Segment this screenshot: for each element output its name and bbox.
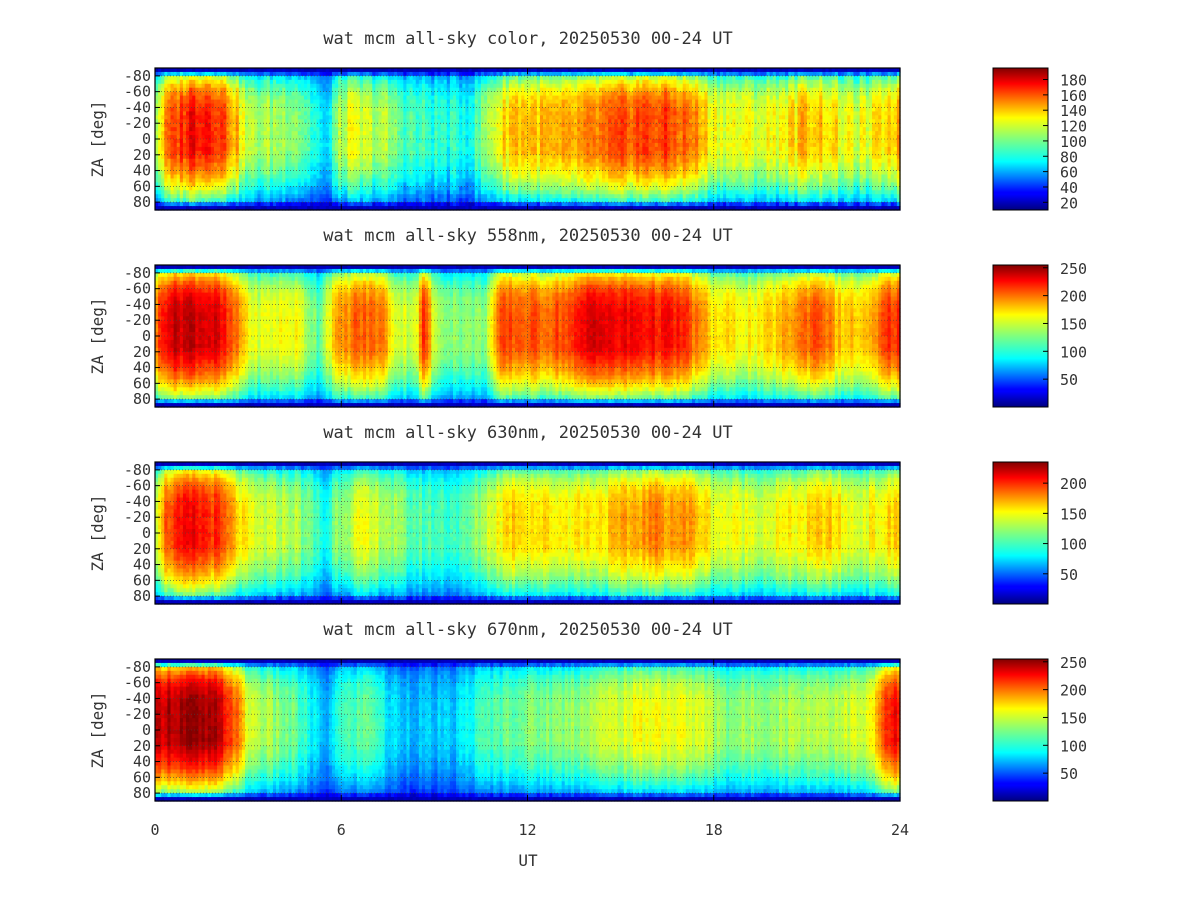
figure: -80-60-40-20020406080ZA [deg]wat mcm all…	[0, 0, 1200, 900]
